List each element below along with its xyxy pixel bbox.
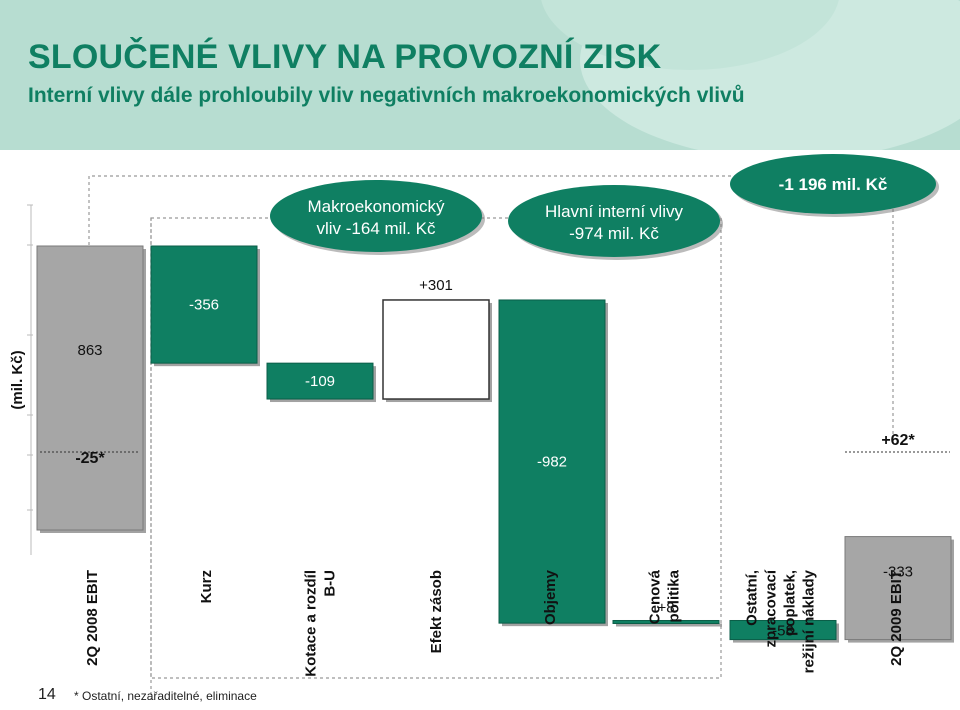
bar-7 [729, 619, 837, 641]
internal-callout-text: Hlavní interní vlivy -974 mil. Kč [545, 202, 683, 243]
bar-value-label: -982 [537, 454, 567, 471]
adjustment-label: +62* [881, 432, 915, 449]
total-callout-text: -1 196 mil. Kč [779, 175, 888, 194]
bar-value-label: -58 [772, 622, 794, 639]
bar-5 [498, 299, 606, 624]
bar-value-label: -109 [305, 373, 335, 390]
bar-value-label: 863 [77, 342, 102, 359]
bar-value-label: +8 [657, 599, 674, 616]
category-label: 2Q 2009 EBIT [888, 570, 905, 666]
category-label: Kotace a rozdíl B-U [303, 570, 339, 677]
adjustment-label: -25* [75, 450, 105, 467]
category-label: Objemy [542, 569, 559, 625]
bar-shadow [616, 623, 722, 627]
page-title: SLOUČENÉ VLIVY NA PROVOZNÍ ZISK [28, 38, 662, 76]
bar-1 [36, 245, 144, 531]
page-number: 14 [38, 686, 56, 703]
footnote: * Ostatní, nezařaditelné, eliminace [74, 689, 257, 703]
macro-callout [270, 180, 482, 252]
bar-value-label: -333 [883, 564, 913, 581]
category-label: Kurz [198, 570, 215, 603]
bar-2 [150, 245, 258, 364]
category-label: Cenová politika [647, 569, 683, 624]
bar-value-label: -356 [189, 297, 219, 314]
y-axis-label: (mil. Kč) [9, 350, 26, 409]
bar-3 [266, 362, 374, 400]
bar-value-label: +301 [419, 277, 453, 294]
total-callout [730, 154, 936, 214]
bar-4 [382, 299, 490, 400]
category-label: Ostatní, zpracovací poplatek, režijní nákla… [744, 569, 818, 673]
category-label: 2Q 2008 EBIT [84, 570, 101, 666]
category-label: Efekt zásob [428, 570, 445, 653]
internal-callout [508, 185, 720, 257]
header-banner [0, 0, 960, 150]
bar-6 [612, 619, 720, 624]
macro-callout-text: Makroekonomický vliv -164 mil. Kč [308, 197, 445, 238]
bar-8 [844, 536, 952, 641]
page-subtitle: Interní vlivy dále prohloubily vliv nega… [28, 84, 745, 107]
